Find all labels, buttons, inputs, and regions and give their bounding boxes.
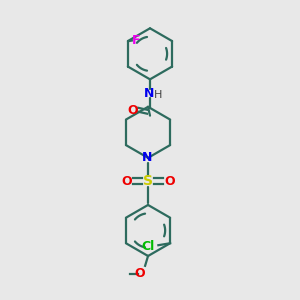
Text: F: F: [131, 34, 140, 46]
Text: O: O: [121, 175, 132, 188]
Text: O: O: [135, 267, 146, 280]
Text: O: O: [164, 175, 175, 188]
Text: O: O: [127, 104, 138, 117]
Text: S: S: [143, 174, 153, 188]
Text: N: N: [144, 87, 154, 100]
Text: Cl: Cl: [141, 240, 154, 253]
Text: N: N: [142, 152, 152, 164]
Text: H: H: [154, 90, 162, 100]
